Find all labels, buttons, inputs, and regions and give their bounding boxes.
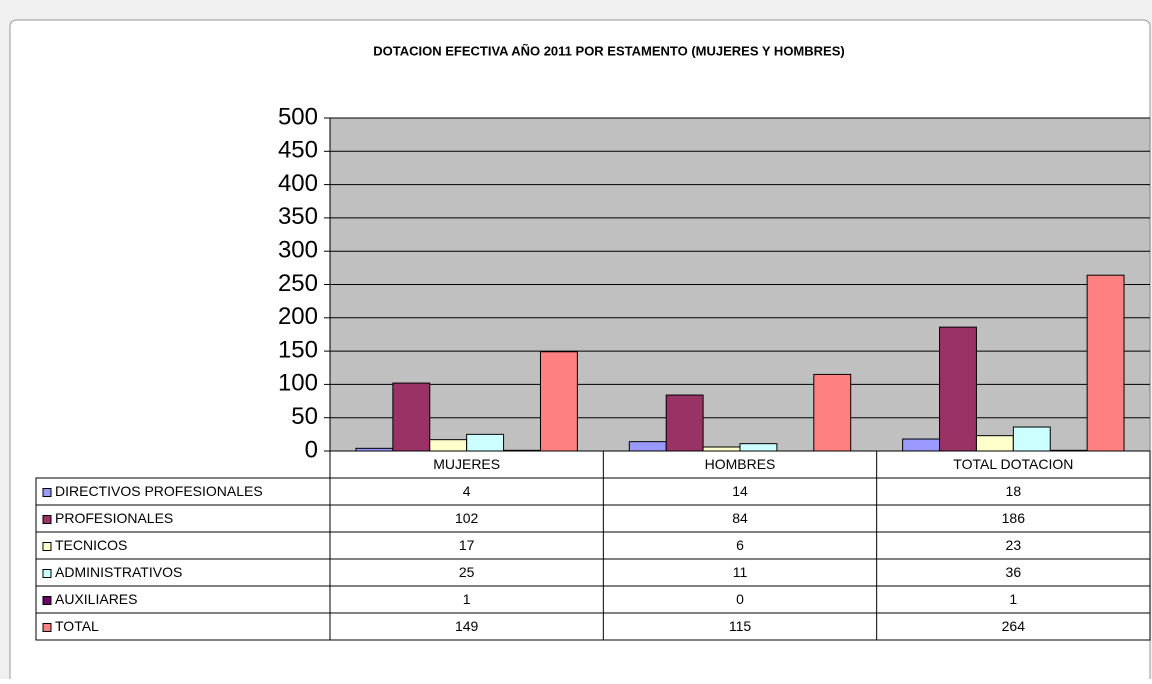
legend-swatch (42, 596, 52, 605)
y-tick-label: 450 (278, 137, 318, 164)
legend-label: ADMINISTRATIVOS (55, 564, 182, 580)
table-value: 17 (459, 537, 475, 553)
bar (902, 438, 941, 452)
x-tick-label: HOMBRES (705, 456, 776, 472)
y-tick-label: 400 (278, 170, 318, 197)
bar (975, 435, 1014, 452)
bar (628, 441, 667, 452)
legend-swatch (42, 515, 52, 524)
table-value: 23 (1006, 537, 1022, 553)
legend-label: AUXILIARES (55, 591, 137, 607)
y-tick-label: 200 (278, 303, 318, 330)
y-tick-label: 50 (291, 403, 318, 430)
y-tick-label: 250 (278, 270, 318, 297)
x-tick-label: TOTAL DOTACION (953, 456, 1073, 472)
table-value: 115 (729, 618, 752, 634)
bar (539, 351, 578, 452)
x-tick-label: MUJERES (433, 456, 500, 472)
table-value: 18 (1006, 483, 1022, 499)
table-value: 11 (733, 564, 748, 580)
table-value: 4 (463, 483, 471, 499)
chart-title: DOTACION EFECTIVA AÑO 2011 POR ESTAMENTO… (373, 43, 844, 58)
y-tick-label: 100 (278, 370, 318, 397)
y-tick-label: 350 (278, 203, 318, 230)
bar (1086, 274, 1125, 452)
legend-label: DIRECTIVOS PROFESIONALES (55, 483, 263, 499)
y-tick-label: 500 (278, 103, 318, 130)
table-value: 186 (1002, 510, 1026, 526)
bar (813, 373, 852, 452)
bar (702, 446, 741, 452)
table-value: 36 (1006, 564, 1022, 580)
bar (739, 443, 778, 452)
table-value: 25 (459, 564, 475, 580)
legend-label: PROFESIONALES (55, 510, 173, 526)
legend-label: TECNICOS (55, 537, 127, 553)
bar (392, 382, 431, 452)
table-value: 149 (455, 618, 479, 634)
legend-swatch (42, 542, 52, 551)
table-value: 264 (1002, 618, 1026, 634)
bar (939, 326, 977, 452)
bar (1012, 426, 1051, 452)
table-value: 0 (736, 591, 744, 607)
bar (466, 433, 505, 452)
table-value: 6 (736, 537, 744, 553)
legend-swatch (42, 488, 52, 497)
bar (665, 394, 704, 452)
y-tick-label: 0 (305, 436, 318, 463)
legend-swatch (42, 623, 52, 632)
y-tick-label: 150 (278, 336, 318, 363)
y-tick-label: 300 (278, 237, 318, 264)
table-value: 14 (732, 483, 748, 499)
table-value: 102 (455, 510, 479, 526)
data-table (329, 450, 1151, 479)
table-value: 1 (463, 591, 471, 607)
legend-swatch (42, 569, 52, 578)
bar (429, 439, 468, 452)
legend-label: TOTAL (55, 618, 99, 634)
table-value: 84 (732, 510, 748, 526)
table-value: 1 (1009, 591, 1017, 607)
